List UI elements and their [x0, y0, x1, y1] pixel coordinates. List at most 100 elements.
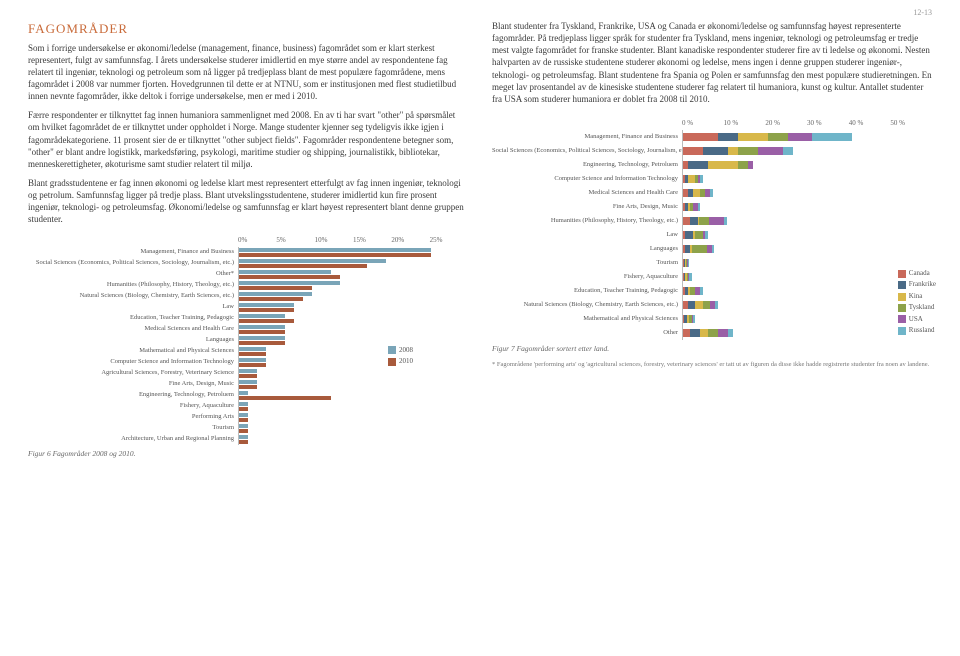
bar-2008: [239, 314, 285, 318]
bar-segment: [693, 189, 700, 197]
row-label: Natural Sciences (Biology, Chemistry, Ea…: [28, 292, 238, 301]
row-label: Agricultural Sciences, Forestry, Veterin…: [28, 369, 238, 378]
bar-2008: [239, 391, 248, 395]
chart2-caption: Figur 7 Fagområder sortert etter land.: [492, 344, 932, 354]
chart-row: Natural Sciences (Biology, Chemistry, Ea…: [492, 298, 932, 312]
bar-segment: [709, 217, 724, 225]
bar-segment: [683, 217, 690, 225]
row-bars: [238, 291, 468, 302]
chart2-legend: CanadaFrankrikeKinaTysklandUSARussland: [898, 269, 936, 338]
legend-swatch: [898, 281, 906, 289]
bar-segment: [758, 147, 783, 155]
stacked-bar: [683, 259, 689, 267]
stacked-bar: [683, 315, 695, 323]
bar-segment: [699, 217, 709, 225]
bar-segment: [768, 133, 788, 141]
chart-row: Humanities (Philosophy, History, Theolog…: [28, 280, 468, 291]
bar-2008: [239, 336, 285, 340]
bar-2008: [239, 358, 266, 362]
chart-row: Education, Teacher Training, Pedagogic: [28, 313, 468, 324]
chart-row: Fishery, Aquaculture: [28, 401, 468, 412]
bar-2010: [239, 374, 257, 378]
row-bars: [682, 242, 932, 256]
row-label: Fine Arts, Design, Music: [492, 203, 682, 212]
bar-2010: [239, 352, 266, 356]
row-label: Fishery, Aquaculture: [492, 273, 682, 282]
row-bars: [682, 144, 932, 158]
chart1-caption: Figur 6 Fagområder 2008 og 2010.: [28, 449, 468, 459]
row-bars: [238, 324, 468, 335]
right-column: Blant studenter fra Tyskland, Frankrike,…: [492, 20, 932, 459]
row-bars: [682, 298, 932, 312]
bar-2010: [239, 341, 285, 345]
row-label: Natural Sciences (Biology, Chemistry, Ea…: [492, 301, 682, 310]
row-label: Fishery, Aquaculture: [28, 402, 238, 411]
chart-row: Management, Finance and Business: [492, 130, 932, 144]
row-bars: [238, 302, 468, 313]
row-bars: [682, 130, 932, 144]
row-label: Humanities (Philosophy, History, Theolog…: [492, 217, 682, 226]
legend-label: Kina: [909, 292, 923, 301]
bar-2010: [239, 396, 331, 400]
bar-segment: [685, 231, 692, 239]
chart-row: Social Sciences (Economics, Political Sc…: [28, 258, 468, 269]
row-bars: [238, 412, 468, 423]
row-label: Computer Science and Information Technol…: [28, 358, 238, 367]
legend-item: Tyskland: [898, 303, 936, 312]
legend-item: Frankrike: [898, 280, 936, 289]
axis-tick: 0 %: [682, 119, 724, 128]
chart-row: Medical Sciences and Health Care: [492, 186, 932, 200]
legend-label: Canada: [909, 269, 930, 278]
bar-segment: [689, 273, 691, 281]
row-bars: [682, 270, 932, 284]
bar-segment: [703, 147, 728, 155]
legend-label: Russland: [909, 326, 935, 335]
row-bars: [682, 214, 932, 228]
chart-row: Management, Finance and Business: [28, 247, 468, 258]
para-2: Færre respondenter er tilknyttet fag inn…: [28, 109, 468, 170]
chart2-axis: 0 %10 %20 %30 %40 %50 %: [682, 119, 932, 128]
chart-row: Architecture, Urban and Regional Plannin…: [28, 434, 468, 445]
row-bars: [238, 313, 468, 324]
stacked-bar: [683, 287, 703, 295]
bar-2008: [239, 347, 266, 351]
row-label: Engineering, Technology, Petroluem: [28, 391, 238, 400]
bar-2010: [239, 297, 303, 301]
row-bars: [682, 326, 932, 340]
chart-row: Languages: [28, 335, 468, 346]
row-label: Management, Finance and Business: [492, 133, 682, 142]
row-label: Medical Sciences and Health Care: [28, 325, 238, 334]
axis-tick: 10%: [315, 236, 353, 245]
row-label: Other*: [28, 270, 238, 279]
chart-row: Tourism: [28, 423, 468, 434]
para-3: Blant gradsstudentene er fag innen økono…: [28, 177, 468, 226]
bar-2008: [239, 402, 248, 406]
chart2-rows: Management, Finance and BusinessSocial S…: [492, 130, 932, 340]
bar-2008: [239, 303, 294, 307]
row-label: Education, Teacher Training, Pedagogic: [492, 287, 682, 296]
row-bars: [238, 335, 468, 346]
bar-2010: [239, 440, 248, 444]
section-heading: FAGOMRÅDER: [28, 20, 468, 38]
bar-2008: [239, 413, 248, 417]
row-bars: [682, 158, 932, 172]
row-label: Mathematical and Physical Sciences: [28, 347, 238, 356]
stacked-bar: [683, 217, 727, 225]
bar-segment: [705, 231, 707, 239]
legend-item: 2008: [388, 346, 413, 355]
chart-row: Engineering, Technology, Petroluem: [492, 158, 932, 172]
chart2-footnote: * Fagområdene 'performing arts' og 'agri…: [492, 361, 932, 369]
chart-2: 0 %10 %20 %30 %40 %50 % Management, Fina…: [492, 119, 932, 369]
chart-row: Other: [492, 326, 932, 340]
bar-2010: [239, 418, 248, 422]
row-label: Medical Sciences and Health Care: [492, 189, 682, 198]
bar-segment: [690, 329, 700, 337]
row-bars: [682, 172, 932, 186]
row-bars: [682, 312, 932, 326]
axis-tick: 10 %: [724, 119, 766, 128]
bar-2010: [239, 275, 340, 279]
bar-2010: [239, 429, 248, 433]
para-1: Som i forrige undersøkelse er økonomi/le…: [28, 42, 468, 103]
bar-segment: [683, 329, 690, 337]
row-bars: [238, 401, 468, 412]
